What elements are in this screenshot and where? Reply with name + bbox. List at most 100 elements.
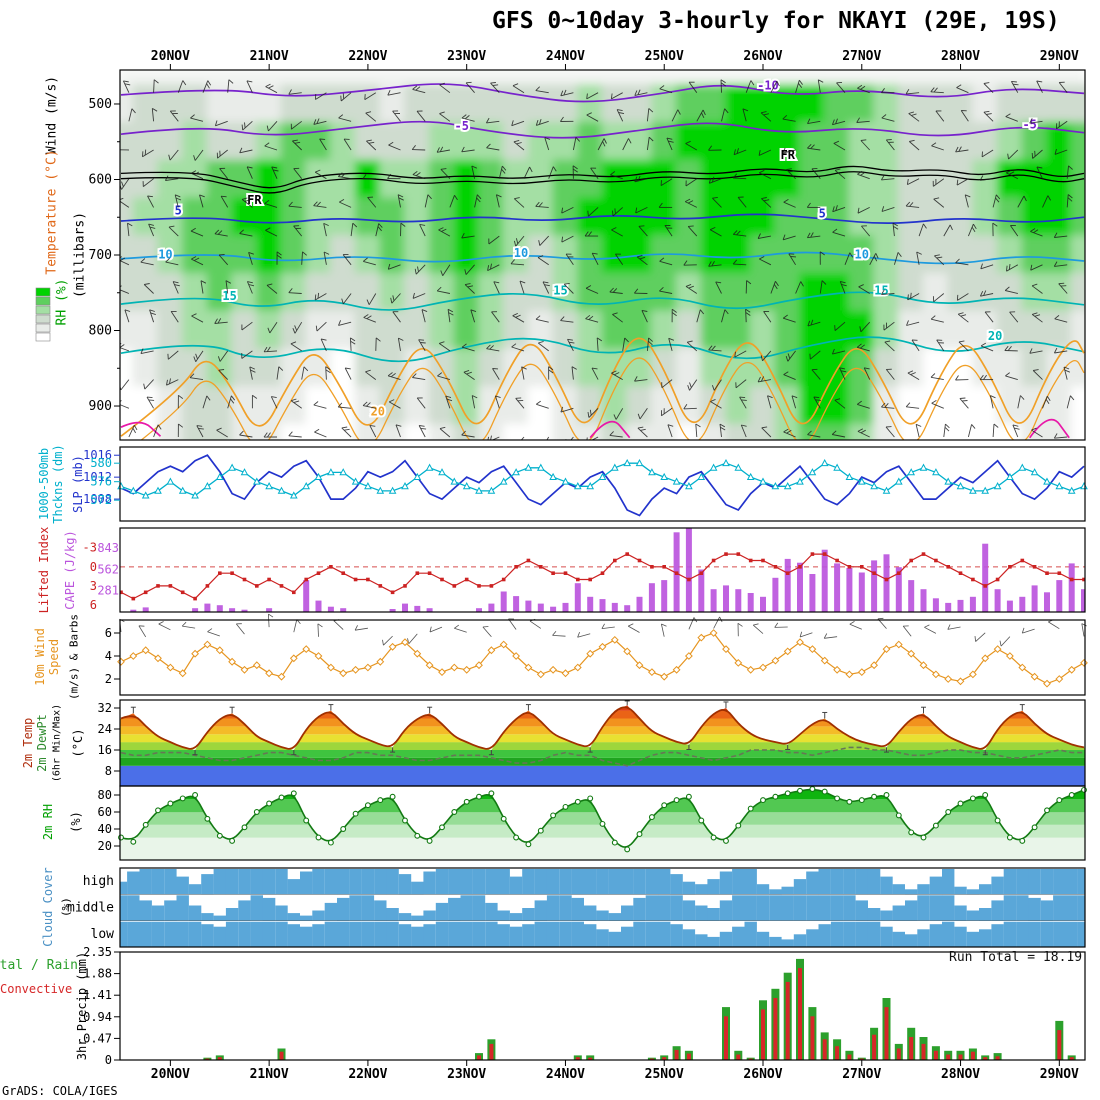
line-mark (763, 199, 770, 202)
line-mark (1031, 429, 1043, 438)
rect-mark (398, 874, 412, 895)
circle-mark (587, 795, 594, 802)
circle-mark (179, 795, 186, 802)
rect-mark (205, 1058, 210, 1060)
line-mark (508, 618, 517, 630)
line-mark (1058, 82, 1068, 93)
line-mark (1007, 346, 1012, 351)
line-mark (461, 232, 465, 239)
line-mark (596, 337, 599, 351)
path-mark (623, 647, 632, 656)
line-mark (144, 283, 150, 285)
circle-mark (760, 797, 766, 804)
line-mark (412, 171, 418, 175)
text-mark: 20NOV (151, 1067, 190, 1082)
line-mark (490, 435, 492, 440)
path-mark (289, 491, 298, 499)
line-mark (143, 178, 154, 187)
line-mark (169, 149, 179, 161)
line-mark (486, 117, 490, 124)
line-mark (288, 292, 302, 294)
path-mark (820, 458, 829, 467)
line-mark (934, 255, 945, 266)
path-mark (1018, 663, 1027, 672)
line-mark (264, 199, 270, 204)
rect-mark (1021, 348, 1048, 389)
line-mark (323, 223, 327, 237)
line-mark (1054, 148, 1057, 155)
circle-mark (871, 793, 878, 800)
rect-mark (1006, 600, 1013, 612)
circle-mark (229, 837, 236, 844)
line-mark (689, 379, 698, 391)
line-mark (439, 341, 445, 344)
rect-mark (958, 1054, 963, 1060)
path-mark (178, 486, 187, 494)
line-mark (561, 235, 574, 243)
line-mark (818, 79, 824, 83)
circle-mark (278, 794, 285, 801)
circle-mark (402, 817, 408, 824)
rect-mark (551, 571, 555, 575)
line-mark (535, 315, 541, 320)
circle-mark (377, 797, 384, 804)
line-mark (168, 226, 179, 237)
rect-mark (527, 197, 554, 238)
line-mark (349, 337, 352, 351)
line-mark (366, 299, 370, 305)
line-mark (864, 367, 870, 370)
rect-mark (774, 121, 801, 162)
path-mark (635, 661, 644, 670)
rect-mark (275, 869, 288, 895)
line-mark (958, 146, 962, 152)
line-mark (1006, 169, 1012, 174)
line-mark (905, 201, 911, 207)
rect-mark (966, 931, 980, 947)
rect-mark (330, 348, 357, 389)
circle-mark (562, 803, 569, 810)
line-mark (857, 87, 870, 94)
line-mark (967, 424, 973, 438)
rect-mark (120, 765, 1085, 786)
line-mark (721, 309, 726, 323)
line-mark (202, 395, 208, 409)
line-mark (363, 405, 376, 409)
line-mark (424, 194, 429, 208)
line-mark (732, 173, 738, 179)
rect-mark (793, 934, 807, 947)
rect-mark (626, 348, 653, 389)
rect-mark (238, 921, 251, 947)
line-mark (560, 407, 574, 413)
rect-mark (497, 869, 510, 895)
line-mark (128, 425, 135, 438)
line-mark (907, 370, 914, 374)
rect-mark (947, 197, 974, 238)
line-mark (1023, 195, 1027, 202)
rect-mark (898, 386, 925, 426)
line-mark (294, 321, 303, 334)
rect-mark (859, 1058, 864, 1060)
line-mark (120, 289, 130, 294)
line-mark (124, 309, 131, 312)
line-mark (840, 370, 847, 373)
line-mark (196, 425, 204, 438)
rect-mark (929, 876, 943, 895)
line-mark (960, 110, 969, 122)
path-mark (302, 482, 311, 490)
rect-mark (687, 577, 691, 582)
line-mark (980, 342, 987, 347)
line-mark (775, 281, 779, 287)
line-mark (1067, 197, 1073, 202)
rect-mark (682, 881, 696, 895)
line-mark (191, 258, 204, 266)
line-mark (454, 627, 467, 633)
rect-mark (35, 314, 51, 324)
line-mark (489, 345, 494, 350)
line-mark (639, 408, 648, 420)
circle-mark (710, 834, 717, 841)
line-mark (810, 350, 821, 360)
line-mark (648, 337, 654, 342)
rect-mark (584, 924, 597, 947)
path-mark (549, 665, 558, 674)
rect-mark (633, 921, 646, 947)
